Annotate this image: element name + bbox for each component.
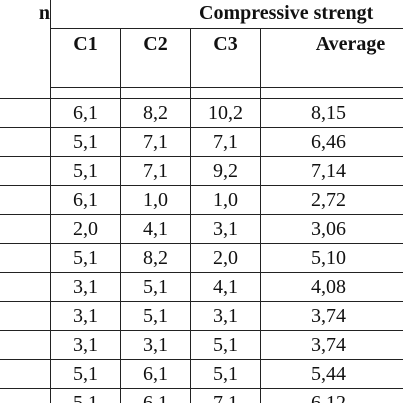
cell-c1: 2,0	[50, 214, 121, 244]
cell-average: 2,72	[260, 185, 403, 215]
table-row: 5,1 6,1 7,1 6,12	[0, 388, 403, 403]
cell-c3: 9,2	[190, 156, 261, 186]
header-spacer-row	[0, 87, 403, 99]
row-header-blank	[0, 28, 51, 88]
row-label-cell	[0, 388, 51, 403]
cell-c2: 6,1	[120, 388, 191, 403]
cell-c1: 5,1	[50, 388, 121, 403]
cell-c3: 1,0	[190, 185, 261, 215]
column-header-average: Average	[260, 28, 403, 88]
table-row: 5,1 7,1 9,2 7,14	[0, 156, 403, 186]
cell-c1: 5,1	[50, 156, 121, 186]
cell-c3: 3,1	[190, 301, 261, 331]
table-row: 3,1 5,1 3,1 3,74	[0, 301, 403, 331]
cell-c2: 1,0	[120, 185, 191, 215]
cell-c1: 6,1	[50, 98, 121, 128]
cell-c2: 8,2	[120, 98, 191, 128]
table-row: 5,1 6,1 5,1 5,44	[0, 359, 403, 389]
row-label-cell	[0, 98, 51, 128]
cell-c2: 3,1	[120, 330, 191, 360]
cell-average: 4,08	[260, 272, 403, 302]
table-row: 6,1 1,0 1,0 2,72	[0, 185, 403, 215]
cell-average: 7,14	[260, 156, 403, 186]
cell-c3: 5,1	[190, 359, 261, 389]
cell-c1: 3,1	[50, 301, 121, 331]
table-row: 3,1 5,1 4,1 4,08	[0, 272, 403, 302]
row-label-cell	[0, 243, 51, 273]
cell-c1: 5,1	[50, 359, 121, 389]
row-label-cell	[0, 272, 51, 302]
cell-average: 3,06	[260, 214, 403, 244]
cell-c1: 5,1	[50, 127, 121, 157]
cell-c3: 5,1	[190, 330, 261, 360]
cell-c2: 6,1	[120, 359, 191, 389]
table-row: 6,1 8,2 10,2 8,15	[0, 98, 403, 128]
cell-average: 6,46	[260, 127, 403, 157]
cell-c1: 5,1	[50, 243, 121, 273]
cell-average: 8,15	[260, 98, 403, 128]
table-row: 2,0 4,1 3,1 3,06	[0, 214, 403, 244]
column-header-c2: C2	[120, 28, 191, 88]
cell-average: 5,10	[260, 243, 403, 273]
group-header: Compressive strengt	[50, 0, 403, 29]
cell-c3: 7,1	[190, 127, 261, 157]
cell-c1: 3,1	[50, 330, 121, 360]
cell-c3: 4,1	[190, 272, 261, 302]
row-label-cell	[0, 156, 51, 186]
row-label-cell	[0, 127, 51, 157]
row-label-cell	[0, 359, 51, 389]
cell-average: 3,74	[260, 330, 403, 360]
cell-c2: 7,1	[120, 127, 191, 157]
cell-c1: 6,1	[50, 185, 121, 215]
row-label-cell	[0, 185, 51, 215]
cell-c1: 3,1	[50, 272, 121, 302]
cell-c3: 7,1	[190, 388, 261, 403]
cell-c3: 3,1	[190, 214, 261, 244]
cell-c2: 5,1	[120, 301, 191, 331]
cell-c2: 4,1	[120, 214, 191, 244]
cell-c3: 10,2	[190, 98, 261, 128]
column-header-c3: C3	[190, 28, 261, 88]
cell-c3: 2,0	[190, 243, 261, 273]
row-header-fragment: n	[0, 0, 51, 29]
cell-average: 5,44	[260, 359, 403, 389]
column-header-c1: C1	[50, 28, 121, 88]
cell-average: 3,74	[260, 301, 403, 331]
row-label-cell	[0, 330, 51, 360]
table-row: 5,1 7,1 7,1 6,46	[0, 127, 403, 157]
row-label-cell	[0, 301, 51, 331]
cell-c2: 5,1	[120, 272, 191, 302]
cell-c2: 7,1	[120, 156, 191, 186]
table-row: 5,1 8,2 2,0 5,10	[0, 243, 403, 273]
table-row: 3,1 3,1 5,1 3,74	[0, 330, 403, 360]
row-label-cell	[0, 214, 51, 244]
cell-average: 6,12	[260, 388, 403, 403]
cell-c2: 8,2	[120, 243, 191, 273]
